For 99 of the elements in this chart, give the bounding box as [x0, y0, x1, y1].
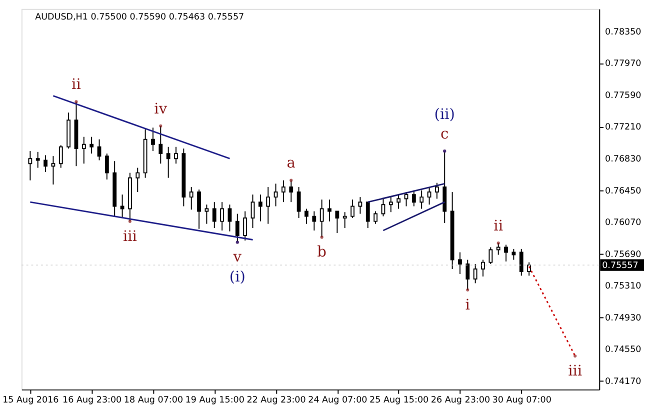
- candlestick: [381, 198, 386, 217]
- candlestick: [228, 204, 232, 232]
- candlestick: [289, 180, 294, 203]
- point: [320, 236, 324, 239]
- candlestick: [166, 146, 170, 178]
- y-tick-label: 0.75310: [605, 282, 642, 292]
- x-tick-label: 26 Aug 23:00: [430, 396, 490, 406]
- candlestick: [388, 196, 393, 213]
- candlestick: [342, 212, 347, 229]
- candlestick: [434, 182, 439, 200]
- candlestick: [120, 194, 124, 218]
- candlestick: [90, 136, 94, 154]
- data-label: (i): [229, 268, 246, 286]
- candlestick: [158, 125, 163, 164]
- candlestick: [282, 180, 286, 203]
- y-tick-label: 0.75690: [605, 250, 642, 260]
- data-label: a: [286, 154, 296, 172]
- y-tick-label: 0.77590: [605, 90, 642, 101]
- y-tick-label: 0.76070: [605, 218, 642, 228]
- candlestick: [136, 167, 140, 193]
- candlestick: [189, 186, 194, 210]
- data-label: ii: [494, 217, 504, 234]
- candlestick: [404, 192, 408, 207]
- candlestick: [320, 199, 324, 238]
- candlestick: [28, 150, 32, 181]
- x-tick-label: 24 Aug 07:00: [308, 396, 368, 406]
- candlestick: [304, 208, 308, 224]
- candlestick: [258, 194, 262, 222]
- candlestick: [44, 154, 48, 172]
- x-tick-label: 25 Aug 15:00: [370, 396, 429, 406]
- data-label: v: [232, 248, 242, 266]
- candlestick: [97, 138, 102, 161]
- candlestick: [204, 204, 209, 224]
- candlestick: [350, 199, 354, 218]
- y-tick-label: 0.77210: [605, 122, 642, 133]
- point: [74, 100, 78, 104]
- candlestick: [504, 244, 508, 262]
- y-tick-label: 0.76450: [605, 186, 642, 196]
- point: [290, 178, 293, 182]
- candlestick: [250, 194, 255, 229]
- candlestick: [51, 156, 56, 186]
- candlestick: [512, 248, 516, 260]
- candlestick: [328, 199, 332, 222]
- candlestick: [197, 189, 201, 230]
- candlestick: [296, 186, 301, 218]
- candlestick: [220, 202, 224, 232]
- candlestick: [58, 144, 63, 168]
- candlestick: [335, 210, 340, 234]
- candlestick: [366, 202, 370, 229]
- candlestick: [427, 186, 432, 206]
- y-tick-label: 0.74930: [605, 313, 642, 324]
- candlestick: [519, 248, 524, 276]
- candlestick: [458, 252, 462, 275]
- x-tick-label: 19 Aug 15:00: [185, 396, 244, 406]
- candlestick: [266, 186, 270, 224]
- data-label: iv: [154, 100, 168, 118]
- x-tick-label: 18 Aug 07:00: [124, 396, 184, 406]
- candlestick: [412, 190, 416, 207]
- point: [159, 124, 162, 128]
- candlestick: [312, 210, 316, 232]
- candlestick: [396, 194, 401, 210]
- ref-line-label: 0.75557: [602, 260, 638, 271]
- candlestick: [274, 183, 278, 207]
- data-label: i: [465, 296, 470, 314]
- y-tick-label: 0.74170: [605, 377, 642, 388]
- candlestick: [481, 259, 485, 278]
- y-tick-label: 0.77970: [605, 59, 642, 70]
- data-label: (ii): [434, 106, 456, 123]
- candlestick: [473, 263, 478, 284]
- candlestick: [212, 202, 216, 229]
- candlestick: [36, 151, 40, 168]
- candlestick: [104, 153, 109, 180]
- data-label: b: [317, 244, 327, 261]
- chart-title: AUDUSD,H1 0.75500 0.75590 0.75463 0.75557: [35, 12, 244, 23]
- y-tick-label: 0.78350: [605, 27, 642, 38]
- candlestick: [420, 190, 424, 210]
- y-tick-label: 0.76830: [605, 154, 642, 165]
- data-label: ii: [72, 76, 82, 94]
- candlestick: [174, 146, 178, 164]
- candlestick: [488, 246, 493, 264]
- candlestick: [374, 210, 378, 224]
- candlestick: [358, 196, 362, 214]
- y-tick-label: 0.74550: [605, 345, 642, 356]
- data-label: iii: [568, 362, 582, 380]
- x-tick-label: 30 Aug 07:00: [492, 396, 552, 406]
- x-tick-label: 22 Aug 23:00: [246, 396, 306, 406]
- point: [496, 242, 500, 245]
- point: [128, 220, 132, 223]
- candlestick: [496, 242, 500, 256]
- point: [466, 288, 470, 292]
- point: [574, 354, 577, 358]
- candlestick: [243, 210, 248, 242]
- x-tick-label: 15 Aug 2016: [2, 396, 60, 406]
- candlestick: [82, 136, 86, 164]
- data-label: iii: [122, 228, 138, 245]
- candlestick: [466, 259, 470, 290]
- x-tick-label: 16 Aug 23:00: [62, 396, 122, 406]
- candlestick: [151, 127, 155, 152]
- data-label: c: [440, 125, 449, 142]
